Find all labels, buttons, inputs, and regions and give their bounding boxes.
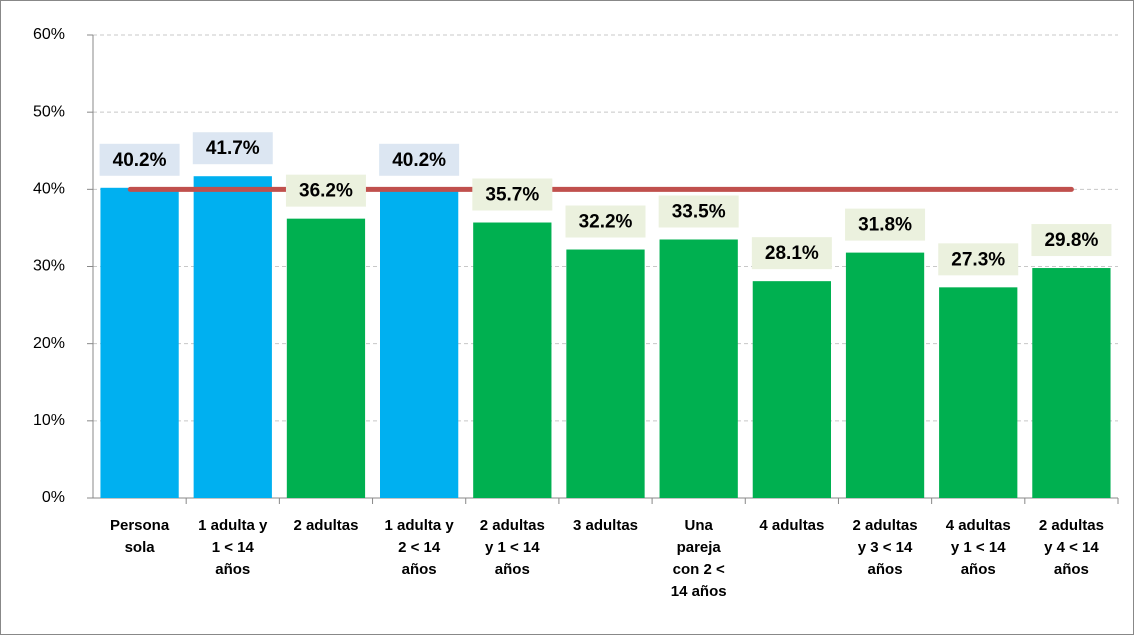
x-tick-label: 4 adultas — [946, 517, 1011, 534]
bar — [473, 222, 552, 498]
value-label: 27.3% — [951, 249, 1005, 270]
bar — [752, 281, 831, 498]
value-label-box — [658, 195, 739, 228]
x-tick-label: Una — [685, 517, 714, 534]
x-tick-label: 2 adultas — [1039, 517, 1104, 534]
value-label: 41.7% — [206, 138, 260, 159]
value-label: 28.1% — [765, 243, 819, 264]
x-tick-label: años — [215, 561, 250, 578]
value-label: 32.2% — [579, 212, 633, 233]
x-tick-label: 3 adultas — [573, 517, 638, 534]
value-label-box — [938, 243, 1019, 276]
value-label-box — [285, 174, 366, 207]
x-tick-label: años — [961, 561, 996, 578]
bar — [193, 176, 272, 498]
x-tick-label: y 1 < 14 — [951, 539, 1006, 556]
x-tick-label: 2 adultas — [293, 517, 358, 534]
y-tick-label: 10% — [33, 412, 65, 429]
bar — [286, 218, 366, 498]
x-tick-label: 14 años — [671, 583, 727, 600]
x-tick-label: años — [402, 561, 437, 578]
value-label: 36.2% — [299, 181, 353, 202]
bar — [566, 249, 645, 498]
x-tick-label: años — [1054, 561, 1089, 578]
x-tick-label: 1 adulta y — [198, 517, 268, 534]
value-label-box — [1031, 224, 1112, 257]
x-tick-label: y 4 < 14 — [1044, 539, 1099, 556]
value-label: 31.8% — [858, 215, 912, 236]
x-tick-label: y 3 < 14 — [858, 539, 913, 556]
value-label-box — [379, 143, 460, 176]
value-label-box — [472, 178, 553, 211]
y-tick-label: 20% — [33, 335, 65, 352]
bar — [100, 187, 179, 499]
x-tick-label: 2 < 14 — [398, 539, 441, 556]
x-tick-label: 1 < 14 — [212, 539, 255, 556]
value-label: 33.5% — [672, 202, 726, 223]
value-label: 29.8% — [1044, 230, 1098, 251]
x-tick-label: 1 adulta y — [385, 517, 455, 534]
x-tick-label: 2 adultas — [853, 517, 918, 534]
x-tick-label: 2 adultas — [480, 517, 545, 534]
x-tick-label: pareja — [677, 539, 722, 556]
value-label-box — [192, 132, 273, 165]
y-tick-label: 60% — [33, 26, 65, 43]
bar — [845, 252, 925, 498]
bar — [939, 287, 1018, 498]
bar — [1032, 268, 1111, 498]
y-tick-label: 0% — [42, 489, 65, 506]
y-tick-label: 50% — [33, 103, 65, 120]
value-label-box — [751, 237, 832, 270]
value-label: 40.2% — [113, 150, 167, 171]
value-label: 40.2% — [392, 150, 446, 171]
x-tick-label: con 2 < — [673, 561, 725, 578]
x-tick-label: Persona — [110, 517, 170, 534]
value-label-box — [845, 208, 926, 241]
x-tick-label: 4 adultas — [759, 517, 824, 534]
value-label-box — [565, 205, 646, 238]
x-tick-label: años — [495, 561, 530, 578]
x-tick-label: y 1 < 14 — [485, 539, 540, 556]
x-tick-label: sola — [125, 539, 156, 556]
y-tick-label: 40% — [33, 181, 65, 198]
bar — [659, 239, 738, 498]
value-label-box — [99, 143, 180, 176]
value-label: 35.7% — [485, 185, 539, 206]
bar — [380, 187, 459, 499]
y-tick-label: 30% — [33, 258, 65, 275]
x-tick-label: años — [868, 561, 903, 578]
